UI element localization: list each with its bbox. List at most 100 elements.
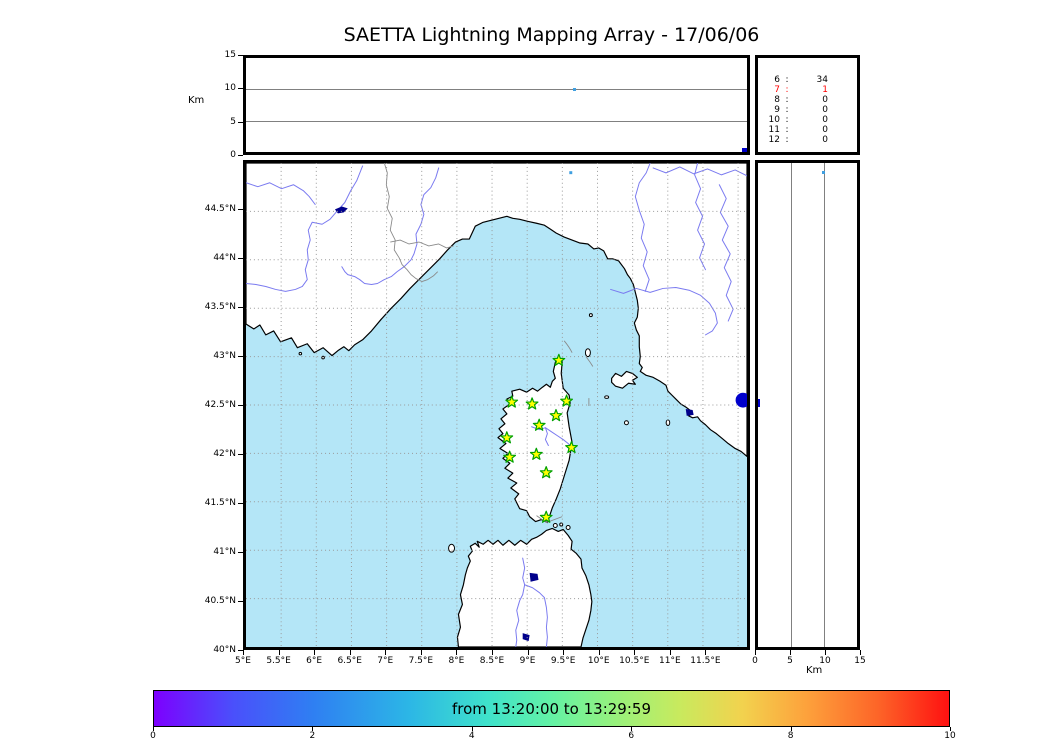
lon-tickmark-8.5 bbox=[491, 650, 493, 655]
top-tickmark-0 bbox=[238, 155, 243, 156]
lon-label-11: 11°E bbox=[659, 656, 681, 666]
right-tickmark-15 bbox=[860, 650, 861, 655]
stats-station-number: 8 bbox=[774, 95, 780, 105]
lat-tickmark-41.5 bbox=[238, 503, 243, 504]
lat-tickmark-40.5 bbox=[238, 601, 243, 602]
river-ombrone bbox=[610, 286, 718, 336]
lma-station-star-9 bbox=[503, 450, 517, 463]
river-italy-2 bbox=[694, 163, 706, 271]
top-panel-ytick-10: 10 bbox=[224, 83, 236, 94]
gorgona-island bbox=[588, 313, 593, 318]
lat-label-41.5: 41.5°N bbox=[204, 498, 236, 508]
stats-colon: : bbox=[785, 95, 789, 105]
right-xtick-5: 5 bbox=[787, 656, 793, 666]
right-xtick-10: 10 bbox=[819, 656, 831, 666]
source-dot-map-0 bbox=[569, 171, 573, 175]
lon-tickmark-9.5 bbox=[563, 650, 565, 655]
lat-label-40: 40°N bbox=[213, 645, 236, 655]
stats-colon: : bbox=[785, 135, 789, 145]
stats-source-count: 0 bbox=[822, 115, 828, 125]
stats-source-count: 0 bbox=[822, 135, 828, 145]
source-dot-altlat-0 bbox=[821, 171, 825, 175]
lma-station-star-7 bbox=[500, 431, 514, 444]
islet-marseille-2 bbox=[321, 355, 325, 360]
stats-colon: : bbox=[785, 75, 789, 85]
right-xtick-0: 0 bbox=[752, 656, 758, 666]
stats-row-9: 9: 0 bbox=[758, 105, 857, 115]
lon-label-8.5: 8.5°E bbox=[479, 656, 505, 666]
top-panel-y-axis-label: Km bbox=[188, 95, 205, 106]
stats-source-count: 1 bbox=[822, 85, 828, 95]
lma-station-star-11 bbox=[539, 466, 553, 479]
stats-station-number: 12 bbox=[768, 135, 780, 145]
lma-station-star-12 bbox=[539, 510, 553, 523]
lon-label-5: 5°E bbox=[235, 656, 251, 666]
bonifacio-lines bbox=[536, 515, 563, 523]
right-panel-gridline-5km bbox=[791, 163, 792, 647]
lat-tickmark-42 bbox=[238, 454, 243, 455]
stats-station-number: 11 bbox=[768, 125, 780, 135]
france-italy-border bbox=[383, 163, 439, 282]
top-panel-gridline-10km bbox=[246, 89, 747, 91]
lat-label-40.5: 40.5°N bbox=[204, 596, 236, 606]
top-panel-ytick-5: 5 bbox=[230, 116, 236, 127]
stats-row-10: 10: 0 bbox=[758, 115, 857, 125]
sea-line-1 bbox=[563, 340, 573, 353]
stats-row-7: 7: 1 bbox=[758, 85, 857, 95]
capraia-island bbox=[584, 348, 591, 358]
lon-label-11.5: 11.5°E bbox=[690, 656, 721, 666]
source-dot-altlon-0 bbox=[573, 88, 577, 92]
lma-station-star-5 bbox=[549, 408, 563, 422]
river-po-meander bbox=[652, 166, 747, 177]
stats-source-count: 0 bbox=[822, 125, 828, 135]
region-border-branch bbox=[390, 239, 454, 249]
lon-tickmark-11.5 bbox=[705, 650, 707, 655]
top-panel-gridline-5km bbox=[246, 120, 747, 122]
lma-station-star-1 bbox=[552, 353, 566, 366]
stats-colon: : bbox=[785, 115, 789, 125]
right-tickmark-5 bbox=[790, 650, 791, 655]
lat-tickmark-44 bbox=[238, 258, 243, 259]
source-cluster-altlon-1 bbox=[742, 148, 747, 152]
lon-tickmark-5.5 bbox=[278, 650, 280, 655]
maddalena-island-3 bbox=[565, 525, 571, 530]
lon-label-5.5: 5.5°E bbox=[266, 656, 291, 666]
sardinia-coast bbox=[456, 527, 593, 647]
river-sardinia-1 bbox=[515, 557, 526, 647]
time-colorbar: from 13:20:00 to 13:29:59 bbox=[153, 690, 950, 727]
stats-colon: : bbox=[785, 105, 789, 115]
stats-source-count: 34 bbox=[816, 75, 828, 85]
lat-tickmark-43.5 bbox=[238, 307, 243, 308]
lon-tickmark-10 bbox=[598, 650, 600, 655]
lat-label-43: 43°N bbox=[213, 351, 236, 361]
lat-tickmark-41 bbox=[238, 552, 243, 553]
montecristo-island bbox=[623, 420, 629, 426]
figure-title: SAETTA Lightning Mapping Array - 17/06/0… bbox=[343, 24, 760, 46]
colorbar-tickmark-6 bbox=[631, 727, 633, 731]
lon-tickmark-10.5 bbox=[634, 650, 636, 655]
river-topleft bbox=[246, 182, 316, 205]
colorbar-tickmark-8 bbox=[790, 727, 792, 731]
colorbar-tickmark-2 bbox=[312, 727, 314, 731]
colorbar-tick-10: 10 bbox=[944, 731, 956, 741]
lon-label-9.5: 9.5°E bbox=[550, 656, 576, 666]
stats-row-11: 11: 0 bbox=[758, 125, 857, 135]
lon-label-6.5: 6.5°E bbox=[337, 656, 362, 666]
maddalena-island-2 bbox=[559, 522, 564, 527]
source-cluster-altlat-1 bbox=[758, 399, 760, 408]
lat-tickmark-43 bbox=[238, 356, 243, 357]
lon-tickmark-6.5 bbox=[349, 650, 351, 655]
colorbar-tickmark-4 bbox=[471, 727, 473, 731]
stats-source-count: 0 bbox=[822, 105, 828, 115]
colorbar-tick-2: 2 bbox=[309, 731, 316, 741]
lma-station-star-4 bbox=[560, 394, 573, 407]
top-tickmark-15 bbox=[238, 55, 243, 56]
lon-tickmark-8 bbox=[456, 650, 458, 655]
top-tickmark-5 bbox=[238, 121, 243, 123]
lake-sardinia-1 bbox=[529, 572, 539, 582]
colorbar-tickmark-0 bbox=[153, 727, 154, 731]
lat-tickmark-44.5 bbox=[238, 209, 243, 210]
colorbar-tickmark-10 bbox=[950, 727, 951, 731]
altitude-longitude-panel bbox=[243, 55, 750, 155]
colorbar-time-label: from 13:20:00 to 13:29:59 bbox=[451, 699, 651, 718]
